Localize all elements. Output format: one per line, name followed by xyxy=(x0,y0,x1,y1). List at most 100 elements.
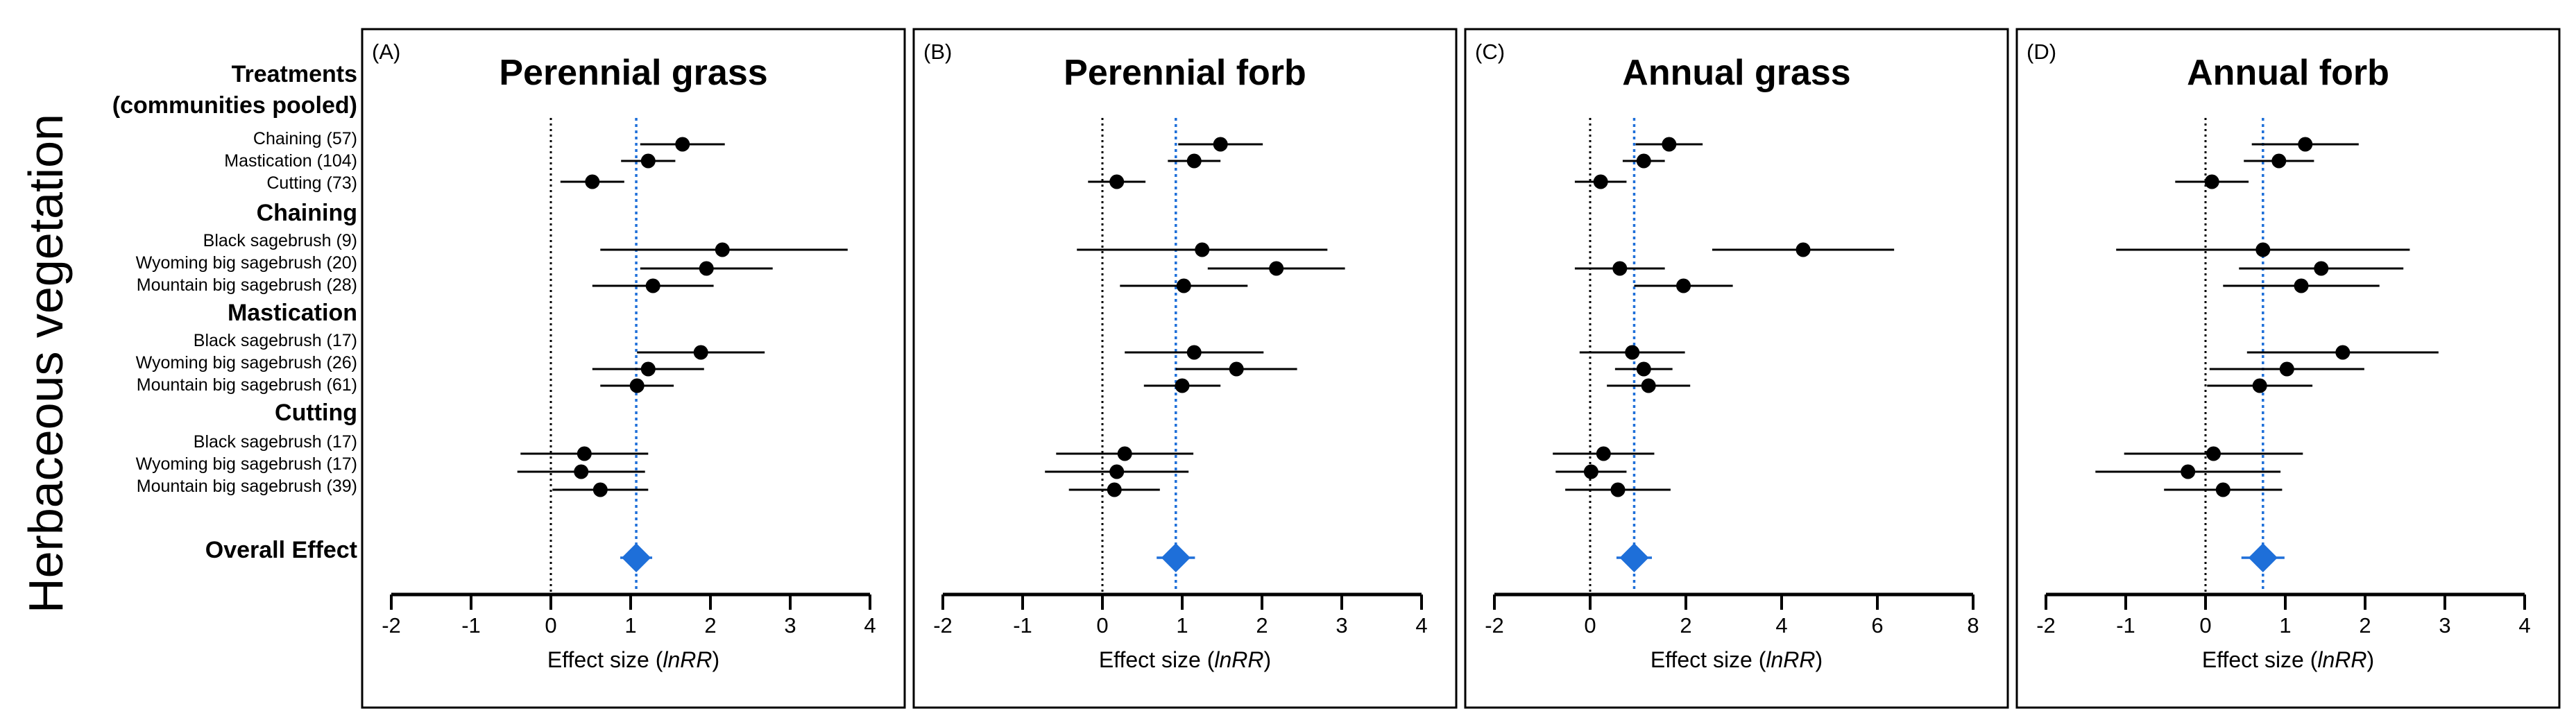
effect-point xyxy=(1109,174,1125,189)
overall-diamond xyxy=(1161,543,1191,572)
x-tick-label: 0 xyxy=(1584,613,1596,638)
effect-point xyxy=(1117,446,1132,461)
effect-point xyxy=(585,174,600,189)
effect-point xyxy=(2314,261,2329,276)
row-label-cutting-mountain: Mountain big sagebrush (39) xyxy=(137,477,357,496)
row-label-mastication-black: Black sagebrush (17) xyxy=(194,331,357,350)
row-label-cutting-black: Black sagebrush (17) xyxy=(194,432,357,452)
effect-point xyxy=(640,153,656,169)
effect-point xyxy=(1636,361,1651,377)
effect-point xyxy=(2204,174,2219,189)
effect-point xyxy=(1625,345,1640,360)
effect-point xyxy=(675,137,690,152)
panel-title: Perennial grass xyxy=(499,53,767,93)
row-label-pooled-chaining: Chaining (57) xyxy=(253,129,357,148)
effect-point xyxy=(2181,464,2196,479)
overall-diamond xyxy=(2248,543,2278,572)
effect-point xyxy=(1213,137,1228,152)
effect-point xyxy=(2294,278,2309,293)
row-label-chaining-mountain: Mountain big sagebrush (28) xyxy=(137,275,357,295)
effect-point xyxy=(1109,464,1125,479)
x-tick-label: 2 xyxy=(704,613,716,638)
panel-frame xyxy=(2015,28,2561,709)
x-tick-label: 2 xyxy=(2359,613,2371,638)
effect-point xyxy=(699,261,714,276)
figure-ylabel: Herbaceous vegetation xyxy=(19,114,73,613)
x-tick-label: 4 xyxy=(1775,613,1787,638)
x-tick-label: 3 xyxy=(2439,613,2450,638)
panel-3: (C) Annual grass -2 0 2 4 6 8 Effect size (lnRR) xyxy=(1464,28,2009,709)
panel-frame xyxy=(1464,28,2009,709)
x-tick-label: -1 xyxy=(461,613,481,638)
panel-title: Perennial forb xyxy=(1064,53,1306,93)
panel-letter: (B) xyxy=(923,40,952,64)
panel-title: Annual forb xyxy=(2187,53,2389,93)
x-tick-label: 4 xyxy=(864,613,876,638)
effect-point xyxy=(1662,137,1677,152)
effect-point xyxy=(1269,261,1284,276)
panel-letter: (C) xyxy=(1475,40,1505,64)
effect-point xyxy=(715,242,730,257)
x-tick-label: 1 xyxy=(624,613,636,638)
effect-point xyxy=(640,361,656,377)
effect-point xyxy=(2271,153,2287,169)
effect-point xyxy=(2206,446,2221,461)
panel-2: (B) Perennial forb -2 -1 0 1 2 3 4 Effect size (l… xyxy=(912,28,1458,709)
effect-point xyxy=(645,278,660,293)
x-tick-label: 6 xyxy=(1871,613,1883,638)
effect-point xyxy=(2279,361,2294,377)
x-axis-label: Effect size (lnRR) xyxy=(1650,647,1823,672)
x-tick-label: 0 xyxy=(545,613,556,638)
row-label-overall-effect: Overall Effect xyxy=(205,537,357,563)
row-label-mastication-wyoming: Wyoming big sagebrush (26) xyxy=(136,353,357,373)
panel-frame xyxy=(912,28,1458,709)
effect-point xyxy=(1195,242,1210,257)
effect-point xyxy=(693,345,708,360)
x-tick-label: -1 xyxy=(2116,613,2135,638)
row-header-communities: (communities pooled) xyxy=(112,92,357,119)
effect-point xyxy=(1583,464,1598,479)
x-tick-label: -2 xyxy=(933,613,953,638)
x-tick-label: 1 xyxy=(1176,613,1188,638)
row-group-chaining: Chaining xyxy=(257,200,357,226)
x-tick-label: 0 xyxy=(1096,613,1108,638)
row-label-mastication-mountain: Mountain big sagebrush (61) xyxy=(137,375,357,395)
x-tick-label: 3 xyxy=(1336,613,1347,638)
x-tick-label: -2 xyxy=(382,613,401,638)
x-tick-label: 2 xyxy=(1256,613,1268,638)
panel-title: Annual grass xyxy=(1622,53,1850,93)
effect-point xyxy=(1229,361,1244,377)
row-label-cutting-wyoming: Wyoming big sagebrush (17) xyxy=(136,454,357,474)
effect-point xyxy=(1795,242,1811,257)
x-axis-label: Effect size (lnRR) xyxy=(1099,647,1271,672)
x-tick-label: 2 xyxy=(1680,613,1691,638)
effect-point xyxy=(1186,153,1202,169)
effect-point xyxy=(1636,153,1651,169)
x-tick-label: 4 xyxy=(2518,613,2530,638)
row-header-treatments: Treatments xyxy=(232,61,357,87)
row-label-chaining-black: Black sagebrush (9) xyxy=(203,231,357,250)
effect-point xyxy=(574,464,589,479)
x-axis-label: Effect size (lnRR) xyxy=(547,647,719,672)
effect-point xyxy=(2252,378,2267,393)
x-tick-label: -2 xyxy=(1485,613,1504,638)
effect-point xyxy=(2335,345,2351,360)
effect-point xyxy=(1593,174,1608,189)
row-group-cutting: Cutting xyxy=(275,400,357,426)
effect-point xyxy=(577,446,592,461)
x-tick-label: 4 xyxy=(1415,613,1427,638)
panels: (A) Perennial grass -2 -1 0 1 2 3 4 Effect size (… xyxy=(361,28,2561,709)
effect-point xyxy=(1676,278,1691,293)
row-label-pooled-cutting: Cutting (73) xyxy=(266,173,357,193)
effect-point xyxy=(2298,137,2313,152)
x-tick-label: 0 xyxy=(2199,613,2211,638)
effect-point xyxy=(2255,242,2271,257)
effect-point xyxy=(1176,278,1191,293)
row-label-pooled-mastication: Mastication (104) xyxy=(224,151,357,171)
effect-point xyxy=(1612,261,1628,276)
effect-point xyxy=(1596,446,1611,461)
overall-diamond xyxy=(1619,543,1649,572)
x-tick-label: 1 xyxy=(2279,613,2291,638)
effect-point xyxy=(629,378,645,393)
